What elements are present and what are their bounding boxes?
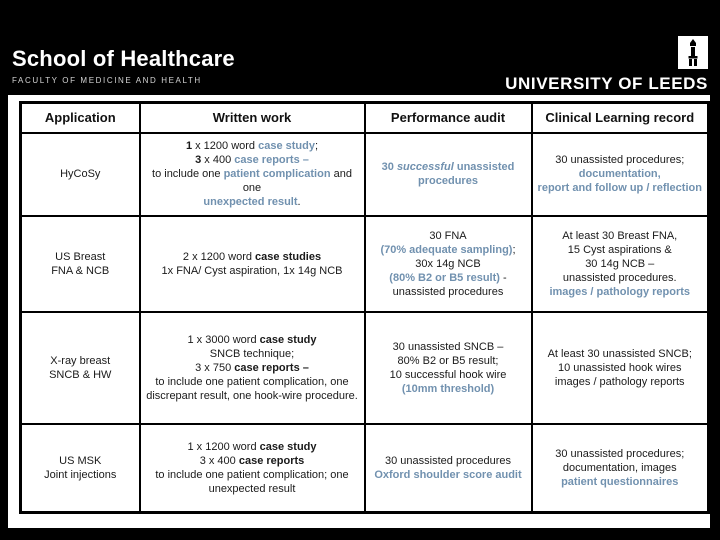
performance-audit-cell: 30 unassisted SNCB –80% B2 or B5 result;… bbox=[363, 310, 533, 425]
clinical-learning-record-cell: 30 unassisted procedures; documentation, … bbox=[530, 422, 710, 514]
university-logo: UNIVERSITY OF LEEDS bbox=[505, 36, 708, 94]
university-logo-text: UNIVERSITY OF LEEDS bbox=[505, 74, 708, 93]
application-cell: X-ray breast SNCB & HW bbox=[19, 310, 141, 425]
performance-audit-cell: 30 unassisted procedures Oxford shoulder … bbox=[363, 422, 533, 514]
table-row: HyCoSy 1 x 1200 word case study; 3 x 400 c… bbox=[19, 131, 710, 217]
clinical-learning-record-cell: At least 30 unassisted SNCB; 10 unassiste… bbox=[530, 310, 710, 425]
table-row: X-ray breast SNCB & HW 1 x 3000 word case … bbox=[19, 310, 710, 425]
clinical-learning-record-cell: At least 30 Breast FNA, 15 Cyst aspiratio… bbox=[530, 214, 710, 313]
written-work-cell: 2 x 1200 word case studies 1x FNA/ Cyst a… bbox=[138, 214, 366, 313]
performance-audit-cell: 30 FNA (70% adequate sampling); 30x 14g NC… bbox=[363, 214, 533, 313]
table-row: US MSK Joint injections 1 x 1200 word case… bbox=[19, 422, 710, 514]
competency-table: Application Written work Performance aud… bbox=[19, 101, 710, 514]
application-cell: HyCoSy bbox=[19, 131, 141, 217]
table-header-row: Application Written work Performance aud… bbox=[19, 101, 710, 134]
column-header-performance-audit: Performance audit bbox=[363, 101, 533, 134]
written-work-cell: 1 x 1200 word case study 3 x 400 case rep… bbox=[138, 422, 366, 514]
school-logo: School of Healthcare FACULTY OF MEDICINE… bbox=[12, 46, 235, 85]
school-logo-subtitle: FACULTY OF MEDICINE AND HEALTH bbox=[12, 76, 202, 85]
written-work-cell: 1 x 1200 word case study; 3 x 400 case re… bbox=[138, 131, 366, 217]
column-header-written-work: Written work bbox=[138, 101, 366, 134]
clinical-learning-record-cell: 30 unassisted procedures; documentation, r… bbox=[530, 131, 710, 217]
leeds-tower-icon bbox=[678, 36, 708, 69]
content-panel: Application Written work Performance aud… bbox=[8, 95, 710, 528]
column-header-application: Application bbox=[19, 101, 141, 134]
application-cell: US Breast FNA & NCB bbox=[19, 214, 141, 313]
school-logo-title: School of Healthcare bbox=[12, 46, 235, 71]
application-cell: US MSK Joint injections bbox=[19, 422, 141, 514]
written-work-cell: 1 x 3000 word case study SNCB technique; 3… bbox=[138, 310, 366, 425]
table-row: US Breast FNA & NCB 2 x 1200 word case stu… bbox=[19, 214, 710, 313]
column-header-clinical-learning-record: Clinical Learning record bbox=[530, 101, 710, 134]
performance-audit-cell: 30 successful unassisted procedures bbox=[363, 131, 533, 217]
table-body: HyCoSy 1 x 1200 word case study; 3 x 400 c… bbox=[19, 131, 710, 514]
